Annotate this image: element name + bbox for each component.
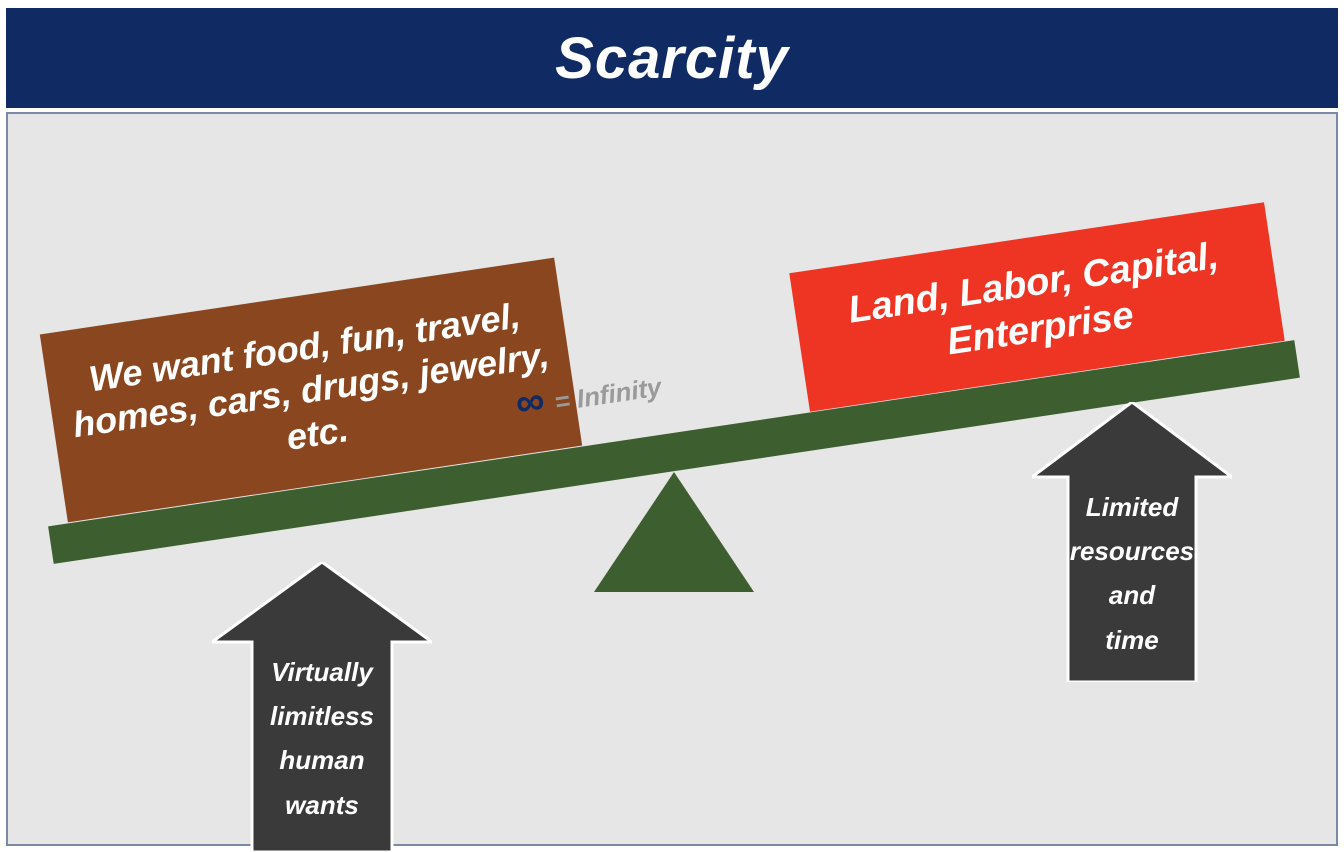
wants-arrow: Virtuallylimitlesshumanwants bbox=[212, 562, 432, 852]
resources-arrow-label: Limitedresourcesandtime bbox=[1032, 485, 1232, 662]
wants-box-text: We want food, fun, travel, homes, cars, … bbox=[62, 290, 560, 490]
resources-arrow: Limitedresourcesandtime bbox=[1032, 402, 1232, 682]
infinity-icon: ∞ bbox=[513, 378, 548, 427]
diagram-canvas: We want food, fun, travel, homes, cars, … bbox=[6, 112, 1338, 846]
page-title: Scarcity bbox=[555, 25, 789, 92]
diagram-stage: Scarcity We want food, fun, travel, home… bbox=[0, 0, 1344, 852]
title-bar: Scarcity bbox=[6, 8, 1338, 108]
wants-arrow-label: Virtuallylimitlesshumanwants bbox=[212, 650, 432, 827]
infinity-text: = Infinity bbox=[553, 371, 664, 418]
seesaw-fulcrum bbox=[594, 472, 754, 592]
